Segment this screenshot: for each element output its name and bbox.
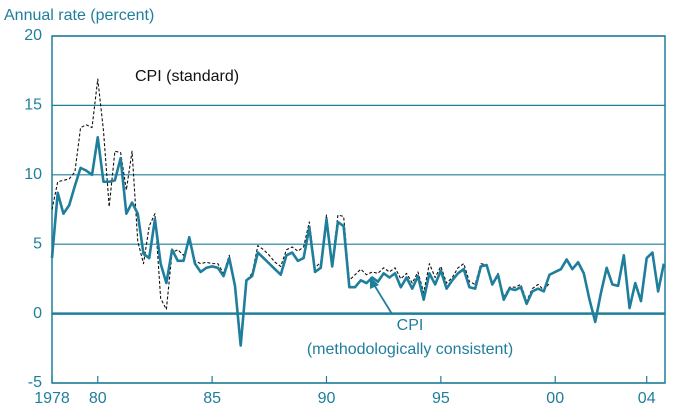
x-tick-label: 04 — [638, 390, 656, 407]
y-tick-label: 15 — [24, 97, 42, 114]
series-line — [50, 136, 666, 347]
x-tick-label: 1978 — [34, 390, 70, 407]
y-tick-label: 10 — [24, 166, 42, 183]
x-tick-label: 95 — [432, 390, 450, 407]
y-axis-label: Annual rate (percent) — [4, 7, 154, 24]
x-tick-label: 85 — [203, 390, 221, 407]
x-tick-label: 00 — [546, 390, 564, 407]
y-tick-label: -5 — [28, 374, 42, 391]
y-tick-label: 20 — [24, 27, 42, 44]
plot-frame — [51, 35, 666, 384]
y-tick-label: 0 — [33, 305, 42, 322]
series-label: CPI (methodologically consistent) — [307, 317, 513, 358]
x-tick-label: 90 — [318, 390, 336, 407]
y-tick-label: 5 — [33, 235, 42, 252]
annotation-arrowhead — [370, 277, 379, 289]
annotation-arrow — [372, 282, 393, 315]
x-tick-label: 80 — [89, 390, 107, 407]
series-line — [51, 78, 550, 342]
series-label: CPI (standard) — [135, 68, 239, 85]
